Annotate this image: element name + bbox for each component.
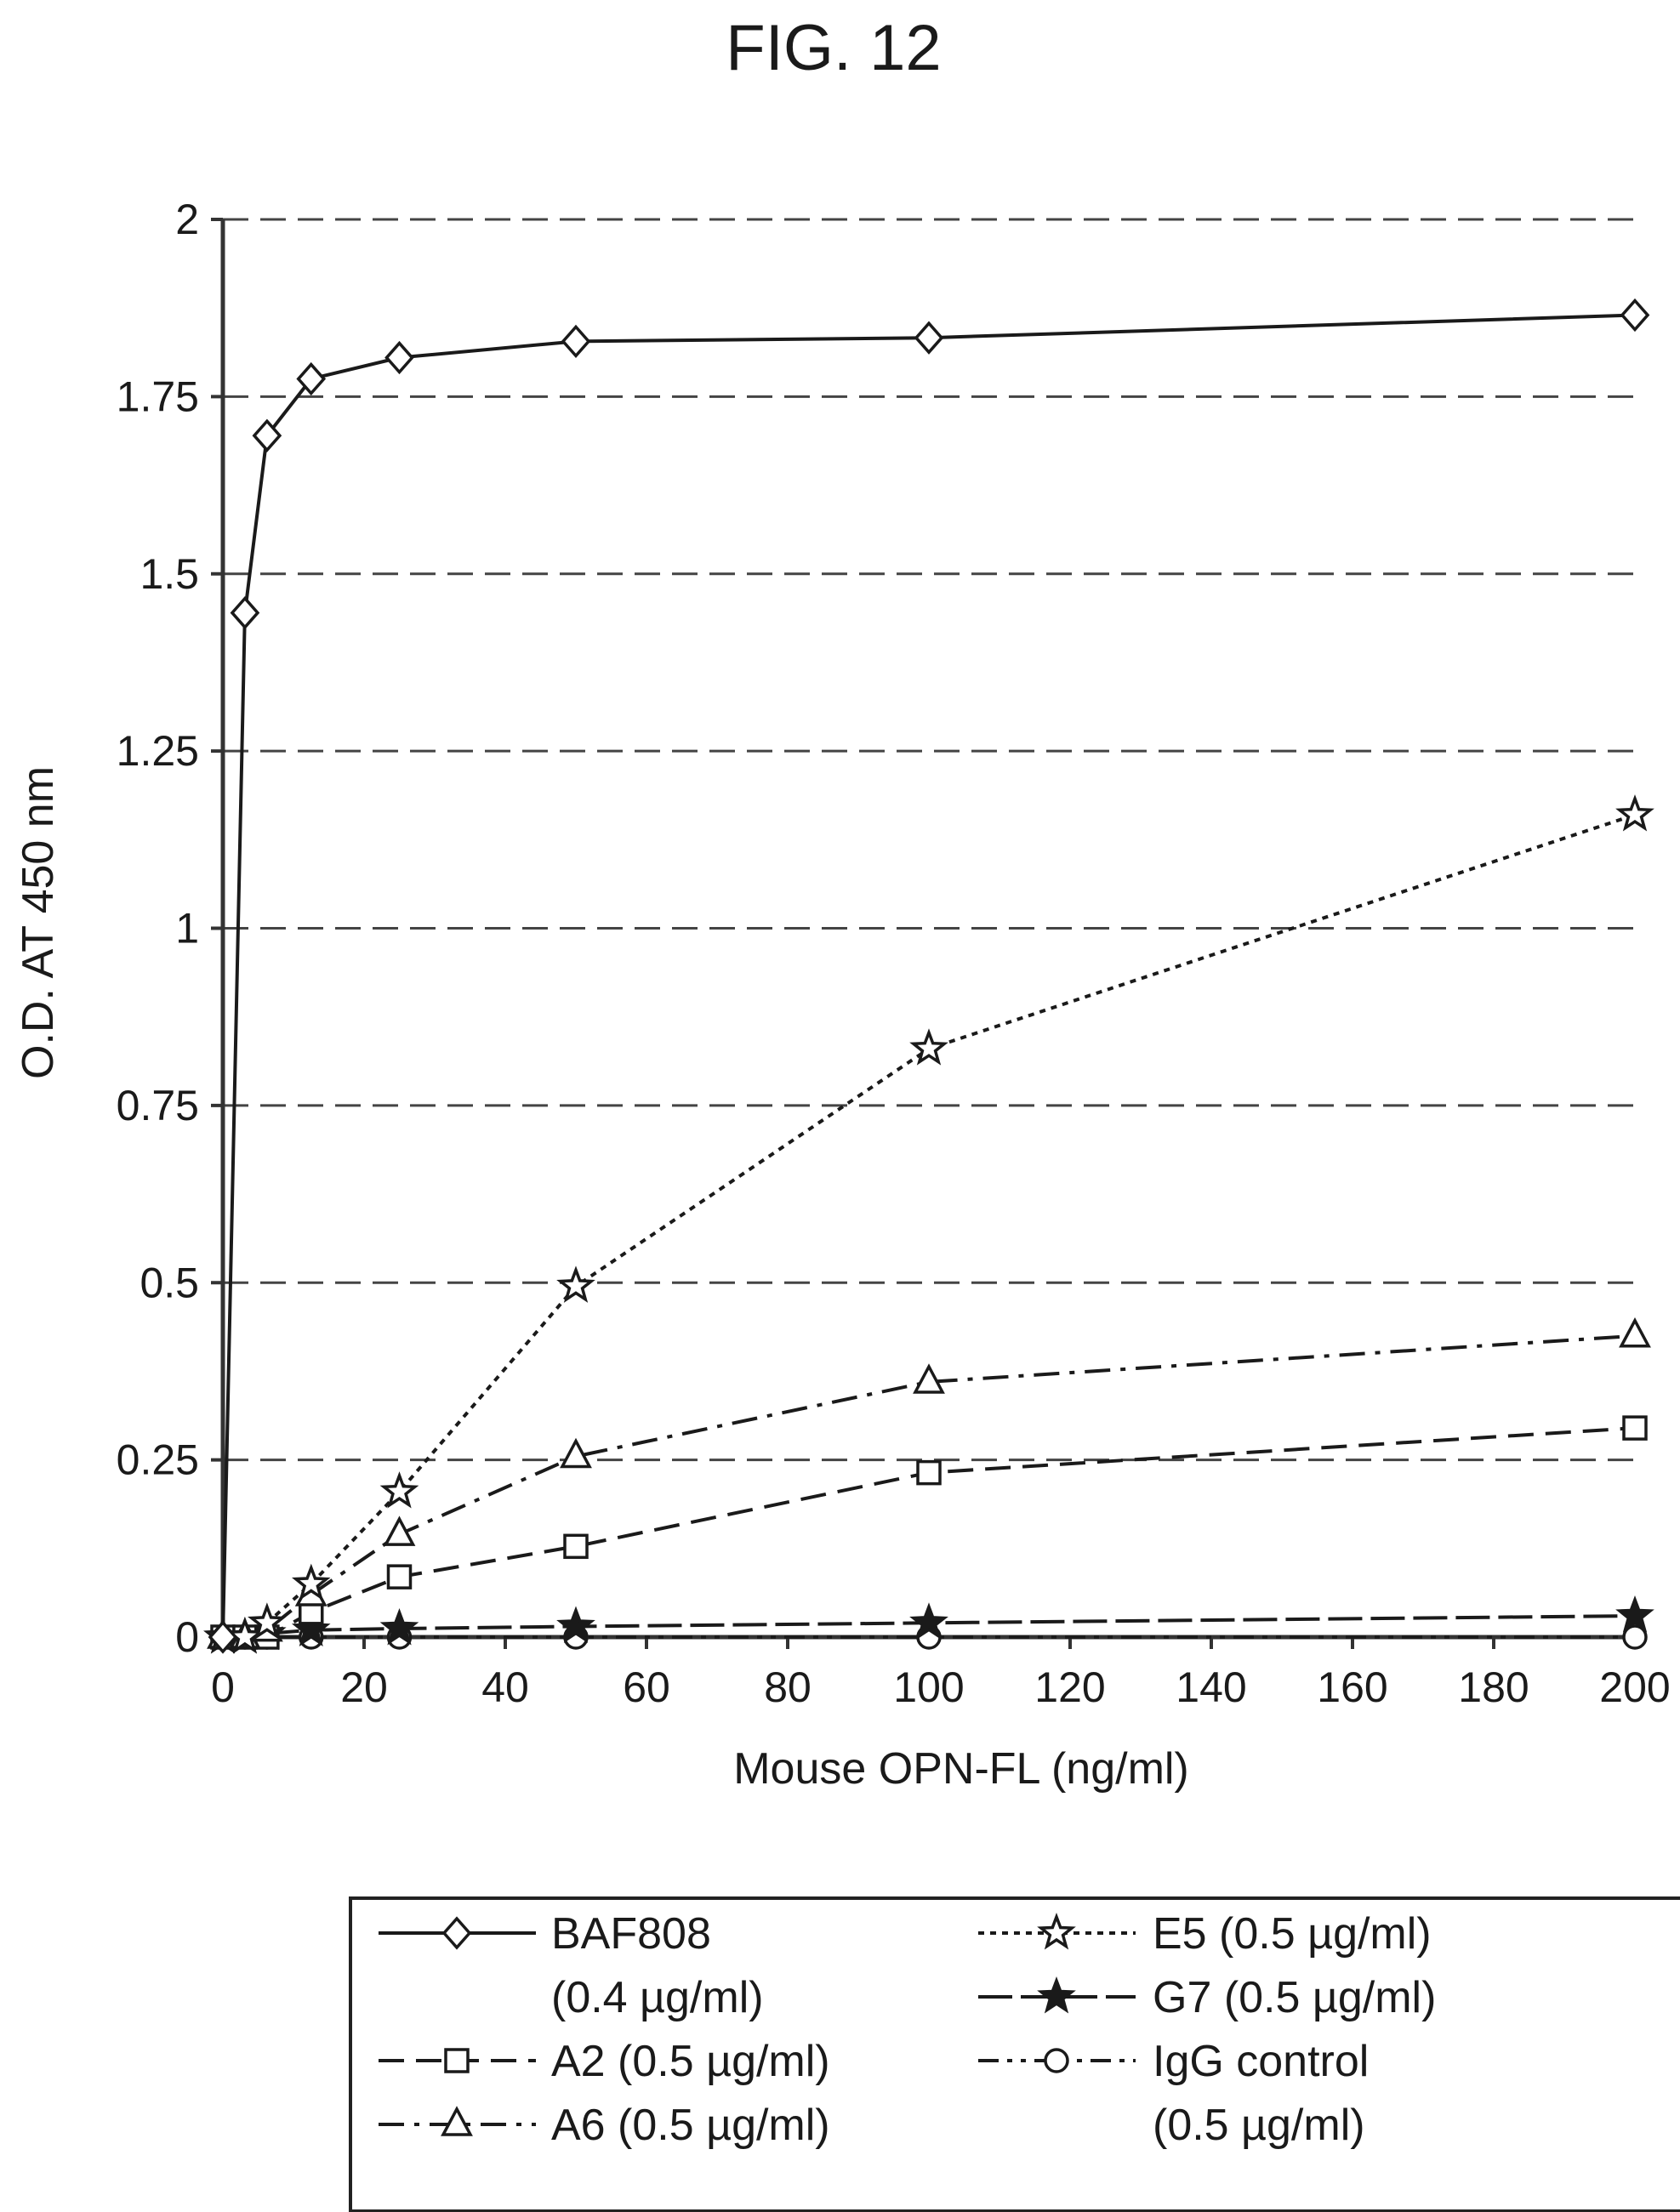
y-tick-label: 1.25	[117, 727, 199, 775]
legend-label: A6 (0.5 µg/ml)	[551, 2101, 830, 2150]
x-tick-label: 120	[1034, 1663, 1105, 1711]
data-point	[230, 595, 260, 630]
data-point	[1622, 1415, 1648, 1441]
legend-label: A2 (0.5 µg/ml)	[551, 2037, 830, 2086]
legend-marker	[1037, 1976, 1076, 2014]
data-point	[909, 1602, 948, 1640]
data-point	[252, 418, 282, 452]
data-point	[208, 1620, 238, 1654]
series-line	[223, 813, 1636, 1639]
x-tick-label: 140	[1176, 1663, 1246, 1711]
y-tick-label: 0.25	[117, 1436, 199, 1484]
y-tick-label: 0.75	[117, 1082, 199, 1129]
figure-title: FIG. 12	[726, 12, 941, 84]
legend-label: IgG control	[1153, 2037, 1369, 2086]
data-point	[1620, 298, 1650, 333]
legend-entry-5: IgG control (0.5 µg/ml)	[978, 2037, 1369, 2150]
data-point	[560, 1437, 592, 1469]
data-point	[556, 1606, 595, 1643]
legend-marker	[1037, 1913, 1076, 1950]
legend-marker	[1044, 2048, 1069, 2073]
series-line	[221, 313, 1636, 1638]
data-point	[292, 1563, 331, 1601]
series-line	[223, 1333, 1636, 1639]
data-point	[1622, 1624, 1648, 1650]
series-0	[208, 298, 1650, 1654]
y-tick-label: 2	[175, 196, 199, 243]
data-point	[248, 1602, 287, 1640]
y-tick-label: 1	[175, 905, 199, 952]
data-point	[556, 1265, 595, 1303]
data-series	[203, 298, 1654, 1654]
data-point	[913, 1363, 945, 1394]
legend-marker	[441, 1916, 472, 1950]
y-tick-label: 1.75	[117, 372, 199, 420]
y-tick-labels: 0 0.25 0.5 0.75 1 1.25 1.5 1.75 2	[117, 196, 223, 1661]
data-point	[386, 1564, 413, 1589]
legend-marker	[444, 2048, 470, 2073]
legend-label: BAF808	[551, 1909, 711, 1959]
x-tick-label: 80	[764, 1663, 812, 1711]
legend: BAF808 (0.4 µg/ml) E5 (0.5 µg/ml) G7 (0.5 µ…	[349, 1896, 1680, 2212]
x-tick-label: 60	[623, 1663, 670, 1711]
data-point	[561, 324, 591, 359]
legend-entry-3: E5 (0.5 µg/ml)	[978, 1909, 1432, 1959]
grid-lines	[223, 218, 1635, 1462]
data-point	[909, 1028, 948, 1066]
x-tick-label: 0	[211, 1663, 235, 1711]
y-tick-label: 0	[175, 1613, 199, 1661]
data-point	[379, 1471, 419, 1509]
data-point	[225, 1617, 265, 1654]
data-point	[291, 1609, 331, 1647]
x-tick-label: 180	[1458, 1663, 1529, 1711]
x-tick-labels: 0 20 40 60 80 100 120 140 160 180 200	[211, 1637, 1671, 1711]
x-tick-label: 40	[481, 1663, 529, 1711]
data-point	[563, 1533, 589, 1560]
data-point	[1615, 1595, 1654, 1633]
x-axis-label: Mouse OPN-FL (ng/ml)	[733, 1744, 1189, 1794]
legend-entry-4: G7 (0.5 µg/ml)	[978, 1973, 1436, 2022]
y-tick-label: 0.5	[140, 1259, 199, 1306]
data-point	[1615, 794, 1654, 832]
legend-entry-2: A6 (0.5 µg/ml)	[379, 2101, 830, 2150]
legend-marker	[441, 2106, 473, 2136]
data-point	[379, 1608, 419, 1646]
legend-label-line2: (0.4 µg/ml)	[551, 1973, 764, 2022]
legend-box	[349, 1896, 1680, 2212]
legend-label: G7 (0.5 µg/ml)	[1153, 1973, 1436, 2022]
data-point	[1619, 1317, 1651, 1348]
x-tick-label: 20	[340, 1663, 388, 1711]
y-tick-label: 1.5	[140, 550, 199, 598]
data-point	[916, 1459, 942, 1486]
y-axis-label: O.D. AT 450 nm	[14, 766, 63, 1079]
legend-label: E5 (0.5 µg/ml)	[1153, 1909, 1432, 1959]
data-point	[383, 1515, 416, 1546]
data-point	[914, 321, 944, 355]
legend-label-line2: (0.5 µg/ml)	[1153, 2101, 1365, 2150]
x-tick-label: 200	[1599, 1663, 1670, 1711]
legend-entries: BAF808 (0.4 µg/ml) E5 (0.5 µg/ml) G7 (0.5 µ…	[379, 1909, 1436, 2150]
series-3	[203, 794, 1654, 1654]
x-tick-label: 100	[893, 1663, 964, 1711]
legend-entry-0: BAF808 (0.4 µg/ml)	[379, 1909, 764, 2022]
data-point	[384, 340, 414, 375]
legend-entry-1: A2 (0.5 µg/ml)	[379, 2037, 830, 2086]
x-tick-label: 160	[1317, 1663, 1387, 1711]
data-point	[296, 361, 327, 396]
